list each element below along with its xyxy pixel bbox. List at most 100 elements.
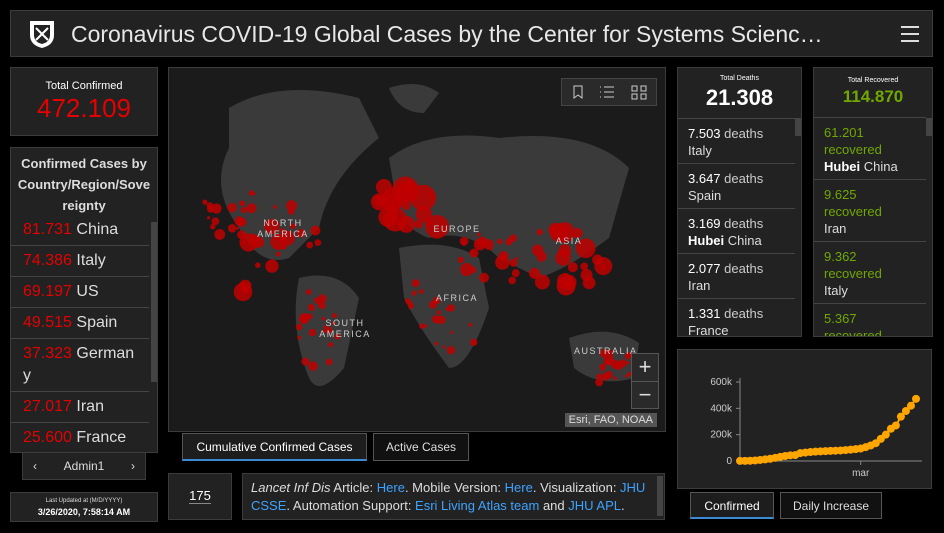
case-dot — [508, 276, 517, 285]
recovered: Total Recovered 114.870 61.201 recovered… — [813, 67, 933, 337]
deaths-row: 1.331 deaths France — [678, 299, 795, 336]
case-dot — [432, 314, 441, 324]
case-dot — [607, 349, 614, 357]
scrollbar[interactable] — [151, 222, 157, 382]
next[interactable]: › — [131, 459, 135, 473]
basemap-icon[interactable] — [631, 85, 647, 100]
unit: recovered — [824, 142, 882, 157]
map-tab[interactable]: Active Cases — [373, 433, 469, 461]
scrollbar[interactable] — [657, 476, 663, 516]
chart-tab[interactable]: Daily Increase — [780, 492, 882, 519]
land — [221, 84, 639, 386]
pager-label: Admin1 — [63, 459, 105, 473]
map-tab[interactable]: Cumulative Confirmed Cases — [182, 433, 367, 461]
case-dot — [306, 241, 314, 249]
info-link[interactable]: Here — [376, 480, 405, 495]
count: 175 — [189, 488, 211, 504]
attribution: Esri, FAO, NOAA — [564, 413, 657, 427]
y-tick-label: 600k — [710, 377, 733, 388]
case-dot — [310, 225, 321, 236]
chart: 0 200k 400k 600k mar — [710, 377, 922, 479]
case-dot — [557, 272, 574, 289]
info-link[interactable]: Here — [504, 480, 533, 495]
case-dot — [297, 335, 302, 340]
case-dot — [446, 346, 456, 355]
info-link[interactable]: Esri Living Atlas team — [415, 498, 540, 513]
unit: recovered — [824, 266, 882, 281]
count: 27.017 — [23, 398, 72, 415]
case-dot — [381, 188, 404, 211]
case-dot — [626, 351, 633, 359]
unit: recovered — [824, 204, 882, 219]
case-dot — [265, 259, 279, 273]
info-plain: . Automation Support: — [286, 498, 416, 513]
unit: deaths — [724, 171, 764, 186]
scrollbar[interactable] — [926, 118, 932, 136]
menu-button[interactable] — [900, 25, 920, 43]
case-dot — [287, 208, 295, 215]
logo — [30, 21, 54, 48]
case-dot — [442, 345, 446, 349]
count: 9.625 — [824, 187, 857, 202]
case-dot — [600, 264, 607, 271]
case-dot — [296, 228, 306, 238]
case-dot — [211, 203, 222, 214]
rows: 61.201 recovered Hubei China 9.625 recover… — [814, 117, 926, 336]
region-label: ASIA — [555, 236, 583, 246]
case-dot — [317, 301, 326, 310]
info-plain: . — [317, 516, 324, 519]
unit: deaths — [724, 261, 764, 276]
case-dot — [402, 183, 415, 195]
info-plain: . Mobile Version: — [404, 480, 505, 495]
case-dot — [423, 324, 428, 328]
prev[interactable]: ‹ — [33, 459, 37, 473]
deaths-row: 7.503 deaths Italy — [678, 119, 795, 164]
y-tick-label: 400k — [710, 403, 733, 414]
count: 9.362 — [824, 249, 857, 264]
info-link[interactable]: Contact US — [251, 516, 317, 519]
bookmark-icon[interactable] — [573, 85, 583, 99]
case-dot — [469, 338, 478, 347]
recovered-row: 9.625 recovered Iran — [814, 180, 926, 242]
place-name: Iran — [824, 221, 847, 236]
info-plain: . — [351, 516, 355, 519]
case-dot — [426, 191, 431, 196]
rows: 7.503 deaths Italy 3.647 deaths Spain 3.169 … — [678, 118, 795, 336]
place: Spain — [688, 187, 785, 204]
case-dot — [241, 287, 249, 295]
case-dot — [457, 256, 464, 264]
case-dot — [331, 321, 336, 326]
info-link[interactable]: JHU APL — [568, 498, 621, 513]
chart-tab[interactable]: Confirmed — [690, 492, 774, 519]
case-dot — [308, 328, 317, 337]
case-dot — [207, 216, 211, 220]
info-link[interactable]: JHU CSSE — [251, 480, 646, 513]
case-dot — [434, 341, 439, 346]
case-dot — [397, 215, 415, 233]
case-dot — [414, 220, 423, 229]
point — [891, 421, 900, 430]
case-dot — [227, 224, 237, 233]
case-dot — [328, 342, 334, 348]
legend-icon[interactable] — [600, 86, 614, 98]
zoom-in[interactable]: + — [632, 354, 658, 382]
case-dot — [308, 361, 318, 371]
recovered-row: 5.367 recovered — [814, 304, 926, 336]
info-text: Lancet Inf Dis Article: Here. Mobile Ver… — [243, 474, 664, 519]
scrollbar[interactable] — [795, 118, 801, 136]
zoom: + − — [631, 353, 659, 409]
country-row: 37.323 Germany — [11, 339, 149, 392]
case-dot — [275, 251, 281, 257]
line: 9.625 — [824, 186, 916, 203]
zoom-out[interactable]: − — [638, 382, 652, 407]
count: 1.331 — [688, 306, 721, 321]
case-dot — [603, 354, 615, 366]
case-dot — [604, 370, 613, 379]
case-dot — [618, 359, 627, 368]
country: Italy — [76, 252, 106, 269]
case-dot — [473, 238, 486, 251]
label: Total Confirmed — [45, 80, 123, 92]
info-link[interactable]: FAQ — [325, 516, 351, 519]
recovered-row: 61.201 recovered Hubei China — [814, 118, 926, 180]
case-dot — [555, 250, 571, 266]
